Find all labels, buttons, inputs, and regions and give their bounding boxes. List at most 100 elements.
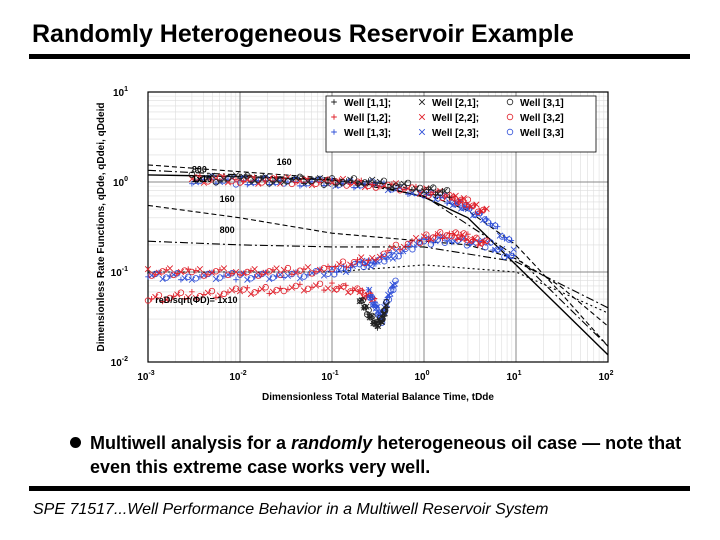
data-point-integral: [328, 265, 336, 273]
data-point-integral: [381, 258, 388, 265]
data-point-rate: [464, 196, 472, 203]
plot-frame: [147, 91, 609, 363]
data-point-derivative: [324, 285, 332, 292]
data-point-integral: [397, 247, 403, 253]
x-tick-label: 100: [414, 370, 429, 383]
data-point-integral: [277, 271, 284, 279]
data-point-integral: [412, 234, 420, 242]
data-point-integral: [499, 245, 506, 253]
data-point-integral: [331, 271, 338, 278]
data-point-rate: [460, 195, 467, 202]
data-point-rate: [292, 175, 300, 182]
data-point-integral: [217, 267, 223, 273]
data-point-integral: [240, 270, 247, 277]
data-point-integral: [393, 247, 400, 254]
y-tick-base: 10: [111, 268, 123, 279]
data-point-integral: [185, 273, 192, 281]
data-point-rate: [200, 175, 208, 182]
data-point-integral: [409, 238, 415, 244]
data-point-integral: [368, 261, 376, 268]
legend-label: Well [3,3]: [520, 128, 564, 139]
data-point-rate: [224, 174, 232, 182]
data-point-integral: [404, 240, 412, 248]
data-point-rate: [339, 179, 347, 186]
data-point-derivative: [392, 277, 399, 285]
legend-label: Well [3,2]: [520, 113, 564, 124]
legend-marker: [331, 99, 337, 105]
data-point-integral: [197, 274, 203, 280]
data-point-integral: [361, 259, 369, 266]
data-point-integral: [255, 272, 262, 279]
curve-annotation: 800: [192, 164, 207, 174]
x-tick-base: 10: [506, 372, 518, 383]
data-point-rate: [461, 201, 469, 209]
data-point-integral: [351, 260, 359, 268]
data-point-integral: [300, 273, 308, 280]
data-point-integral: [266, 275, 273, 283]
data-point-rate: [284, 177, 292, 185]
y-tick-base: 10: [113, 178, 125, 189]
legend-label: Well [1,3];: [344, 128, 391, 139]
data-point-integral: [385, 248, 391, 254]
y-tick-base: 10: [111, 358, 123, 369]
data-point-rate: [397, 182, 403, 188]
data-point-rate: [232, 172, 240, 179]
data-point-derivative: [185, 293, 192, 301]
y-tick-exponent: 0: [124, 176, 128, 183]
y-tick-label: 101: [113, 86, 128, 99]
legend-marker: [331, 114, 337, 120]
data-point-derivative: [304, 285, 312, 293]
data-point-integral: [205, 271, 211, 277]
data-point-rate: [328, 175, 336, 182]
data-point-integral: [483, 237, 490, 244]
legend-marker: [331, 129, 337, 135]
data-point-rate: [336, 180, 343, 187]
data-point-integral: [308, 270, 316, 277]
curve-annotation: 800: [220, 225, 235, 235]
y-tick-label: 100: [113, 176, 128, 189]
data-point-integral: [163, 274, 170, 281]
data-point-integral: [324, 270, 332, 277]
data-point-rate: [446, 194, 453, 200]
legend-label: Well [2,1];: [432, 98, 479, 109]
data-point-derivative: [273, 286, 280, 294]
data-point-integral: [365, 257, 372, 264]
data-point-integral: [482, 244, 489, 251]
data-point-rate: [380, 177, 388, 185]
data-point-integral: [325, 263, 331, 270]
data-point-integral: [373, 256, 379, 263]
data-point-rate: [297, 183, 303, 189]
data-point-rate: [377, 183, 383, 190]
data-point-integral: [220, 265, 228, 272]
data-point-integral: [400, 243, 408, 250]
x-tick-exponent: -3: [148, 370, 154, 377]
data-point-rate: [401, 186, 407, 193]
data-point-integral: [316, 266, 324, 274]
data-point-rate: [494, 223, 501, 230]
data-point-integral: [244, 276, 251, 283]
data-point-rate: [492, 222, 499, 229]
data-point-derivative: [251, 289, 258, 296]
data-point-rate: [404, 179, 412, 187]
y-tick-label: 10-2: [111, 356, 128, 369]
data-point-integral: [448, 232, 455, 240]
data-point-rate: [358, 180, 365, 187]
data-point-integral: [144, 266, 152, 273]
footer-divider: [29, 486, 690, 491]
data-point-rate: [193, 178, 199, 185]
y-tick-label: 10-1: [111, 266, 128, 279]
type-curve-integral-800: [147, 240, 609, 309]
data-point-derivative: [372, 319, 379, 326]
data-point-integral: [320, 264, 328, 272]
data-point-rate: [293, 179, 299, 186]
footer-citation: SPE 71517...Well Performance Behavior in…: [33, 501, 549, 518]
data-point-rate: [320, 181, 328, 188]
data-point-integral: [359, 257, 366, 264]
data-point-derivative: [196, 293, 204, 300]
data-point-rate: [212, 179, 220, 186]
data-point-integral: [196, 266, 204, 273]
data-point-integral: [284, 264, 292, 272]
data-point-rate: [217, 178, 223, 184]
y-tick-exponent: -2: [122, 356, 128, 363]
data-point-integral: [185, 266, 192, 272]
